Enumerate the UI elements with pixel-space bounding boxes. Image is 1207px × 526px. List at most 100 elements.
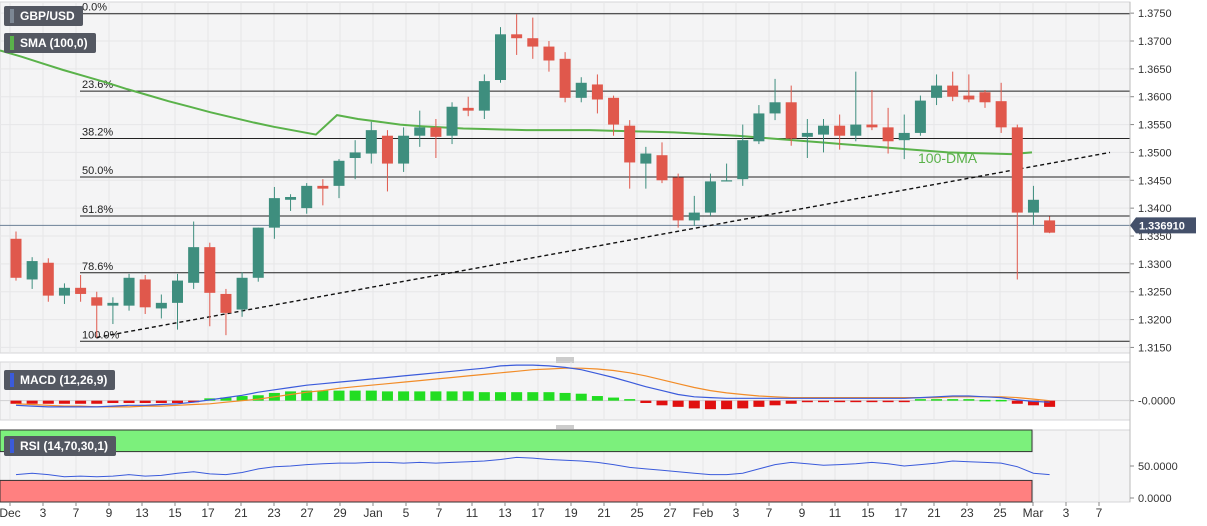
macd-hist-bar-19 [317,390,329,401]
candle-body [640,153,652,164]
macd-hist-bar-62 [1011,400,1023,404]
candle-body [333,160,345,186]
candle-18 [301,183,313,214]
y-tick-label-0: 1.3750 [1138,8,1172,20]
candle-body [753,113,765,142]
macd-hist-bar-56 [914,399,926,401]
y-tick-label-7: 1.3400 [1138,203,1172,215]
candle-6 [107,297,119,325]
macd-hist-bar-35 [575,393,587,401]
macd-hist-bar-21 [349,390,361,401]
macd-signal-line [15,367,1050,408]
rsi-y-tick-label-0: 50.0000 [1138,461,1178,473]
macd-legend[interactable]: MACD (12,26,9) [4,370,116,390]
candle-body [834,125,846,136]
macd-hist-bar-46 [753,400,765,407]
candle-31 [511,14,523,55]
macd-label: MACD (12,26,9) [20,373,108,387]
candle-13 [220,288,232,336]
candle-19 [317,179,329,206]
x-tick-label: Feb [693,506,714,520]
y-tick-label-3: 1.3600 [1138,92,1172,104]
candle-body [188,247,200,283]
x-tick-label: 3 [40,506,47,520]
candle-41 [672,173,684,228]
candle-61 [995,82,1007,133]
macd-hist-bar-30 [495,392,506,401]
candle-9 [155,294,167,319]
candle-10 [172,273,183,330]
candle-body [398,135,410,164]
sma-annotation: 100-DMA [918,150,978,166]
macd-hist-bar-24 [398,391,410,401]
rsi-legend-mark [10,439,14,453]
candle-47 [769,78,781,121]
macd-hist-bar-53 [866,400,878,403]
candle-body [204,247,216,293]
candle-48 [785,85,797,146]
candle-body [559,58,571,98]
sma-legend[interactable]: SMA (100,0) [4,33,96,53]
candle-body [898,132,910,141]
x-tick-label: 15 [861,506,875,520]
candle-body [75,287,87,294]
sma-line [0,49,1033,156]
rsi-legend[interactable]: RSI (14,70,30,1) [4,436,117,456]
candle-15 [252,227,264,282]
candle-24 [398,127,410,172]
candle-46 [753,105,765,145]
x-tick-label: Jan [363,506,382,520]
candle-body [381,135,393,164]
macd-line [15,364,1050,408]
candle-44 [721,163,733,182]
candle-body [1044,220,1056,233]
macd-hist-bar-11 [188,400,200,403]
macd-hist-bar-0 [10,400,22,404]
x-tick-label: 11 [829,506,842,520]
fib-label-4: 61.8% [82,204,113,216]
candle-body [511,34,523,39]
candle-62 [1011,124,1023,280]
candle-body [10,238,22,278]
macd-hist-bar-34 [559,392,571,401]
x-tick-label: 7 [766,506,773,520]
x-tick-label: 13 [498,506,512,520]
fib-label-2: 38.2% [82,127,113,139]
panel-splitter-0 [556,357,574,363]
macd-hist-bar-50 [818,400,829,403]
x-tick-label: 29 [333,506,347,520]
rsi-panel: 50.0000 0.0000 [0,429,1178,505]
macd-hist-bar-36 [591,396,603,401]
candle-body [672,177,684,221]
macd-hist-bar-38 [624,399,636,401]
y-tick-label-12: 1.3150 [1138,342,1172,354]
macd-hist-bar-17 [285,391,297,401]
fib-label-3: 50.0% [82,165,113,177]
y-tick-label-6: 1.3450 [1138,175,1172,187]
candle-body [931,85,943,98]
x-tick-label: 7 [73,506,80,520]
macd-hist-bar-51 [834,400,846,403]
candle-36 [591,74,603,114]
rsi-oversold-zone [0,479,1033,503]
macd-hist-bar-54 [882,400,894,403]
sma-legend-mark [10,36,14,50]
x-tick-label: 3 [1063,506,1070,520]
candle-56 [914,95,926,136]
x-tick-label: 25 [993,506,1007,520]
candle-5 [91,291,103,338]
candle-body [26,261,38,280]
symbol-legend[interactable]: GBP/USD [4,6,83,26]
candle-23 [381,130,393,192]
macd-hist-bar-40 [656,400,668,406]
candle-body [818,125,829,135]
candle-body [301,185,313,209]
x-tick-label: 3 [733,506,740,520]
candle-body [624,125,636,163]
candle-3 [58,283,70,304]
y-tick-label-2: 1.3650 [1138,64,1172,76]
x-tick-label: 17 [894,506,908,520]
macd-hist-bar-10 [172,400,183,403]
rsi-y-tick-label-1: 0.0000 [1138,493,1172,505]
